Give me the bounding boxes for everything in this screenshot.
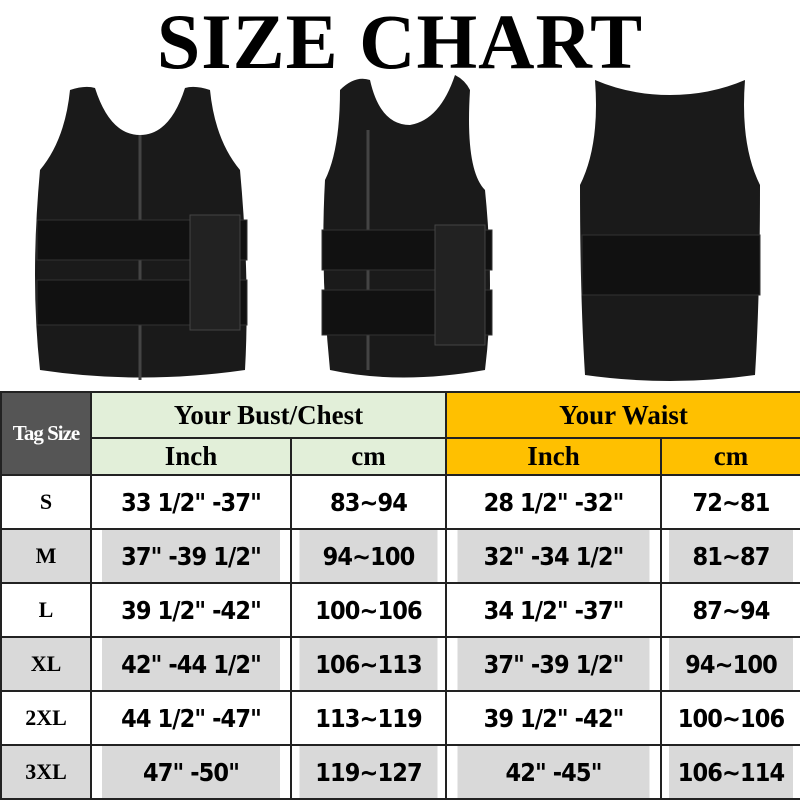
bust-cm-header: cm: [289, 437, 448, 476]
waist-header: Your Waist: [445, 391, 800, 439]
size-cell: S: [0, 474, 92, 530]
size-cell: XL: [0, 636, 92, 692]
page-title: SIZE CHART: [156, 0, 644, 85]
table-row: M 37" -39 1/2" 94~100 32" -34 1/2" 81~87: [0, 528, 800, 584]
waist-inch-cell: 37" -39 1/2": [455, 636, 652, 692]
bust-cm-cell: 119~127: [297, 744, 440, 800]
table-row: L 39 1/2" -42" 100~106 34 1/2" -37" 87~94: [0, 582, 800, 638]
bust-header: Your Bust/Chest: [89, 391, 448, 439]
waist-cm-cell: 72~81: [667, 474, 795, 530]
waist-inch-cell: 32" -34 1/2": [455, 528, 652, 584]
bust-cm-cell: 100~106: [297, 582, 440, 638]
waist-cm-cell: 81~87: [667, 528, 795, 584]
table-row: XL 42" -44 1/2" 106~113 37" -39 1/2" 94~100: [0, 636, 800, 692]
size-cell: 2XL: [0, 690, 92, 746]
vest-back-image: [580, 80, 761, 381]
bust-inch-header: Inch: [90, 437, 292, 476]
table-row: 2XL 44 1/2" -47" 113~119 39 1/2" -42" 100~10…: [0, 690, 800, 746]
tag-size-header: Tag Size: [0, 391, 92, 476]
bust-inch-cell: 37" -39 1/2": [100, 528, 282, 584]
vest-side-image: [321, 75, 493, 378]
bust-cm-cell: 106~113: [297, 636, 440, 692]
bust-cm-cell: 83~94: [297, 474, 440, 530]
waist-inch-cell: 42" -45": [455, 744, 652, 800]
bust-cm-cell: 113~119: [297, 690, 440, 746]
waist-inch-cell: 28 1/2" -32": [455, 474, 652, 530]
bust-inch-cell: 44 1/2" -47": [100, 690, 282, 746]
waist-cm-cell: 100~106: [667, 690, 795, 746]
bust-cm-cell: 94~100: [297, 528, 440, 584]
bust-inch-cell: 42" -44 1/2": [100, 636, 282, 692]
size-cell: 3XL: [0, 744, 92, 800]
bust-inch-cell: 39 1/2" -42": [100, 582, 282, 638]
size-cell: M: [0, 528, 92, 584]
waist-cm-header: cm: [660, 437, 800, 476]
waist-inch-cell: 34 1/2" -37": [455, 582, 652, 638]
table-row: 3XL 47" -50" 119~127 42" -45" 106~114: [0, 744, 800, 800]
size-chart-table: Tag Size Your Bust/Chest Your Waist Inch…: [0, 391, 800, 800]
waist-cm-cell: 106~114: [667, 744, 795, 800]
waist-cm-cell: 94~100: [667, 636, 795, 692]
waist-inch-cell: 39 1/2" -42": [455, 690, 652, 746]
waist-inch-header: Inch: [445, 437, 663, 476]
vest-front-image: [35, 86, 248, 380]
waist-cm-cell: 87~94: [667, 582, 795, 638]
bust-inch-cell: 47" -50": [100, 744, 282, 800]
table-row: S 33 1/2" -37" 83~94 28 1/2" -32" 72~81: [0, 474, 800, 530]
bust-inch-cell: 33 1/2" -37": [100, 474, 282, 530]
size-cell: L: [0, 582, 92, 638]
